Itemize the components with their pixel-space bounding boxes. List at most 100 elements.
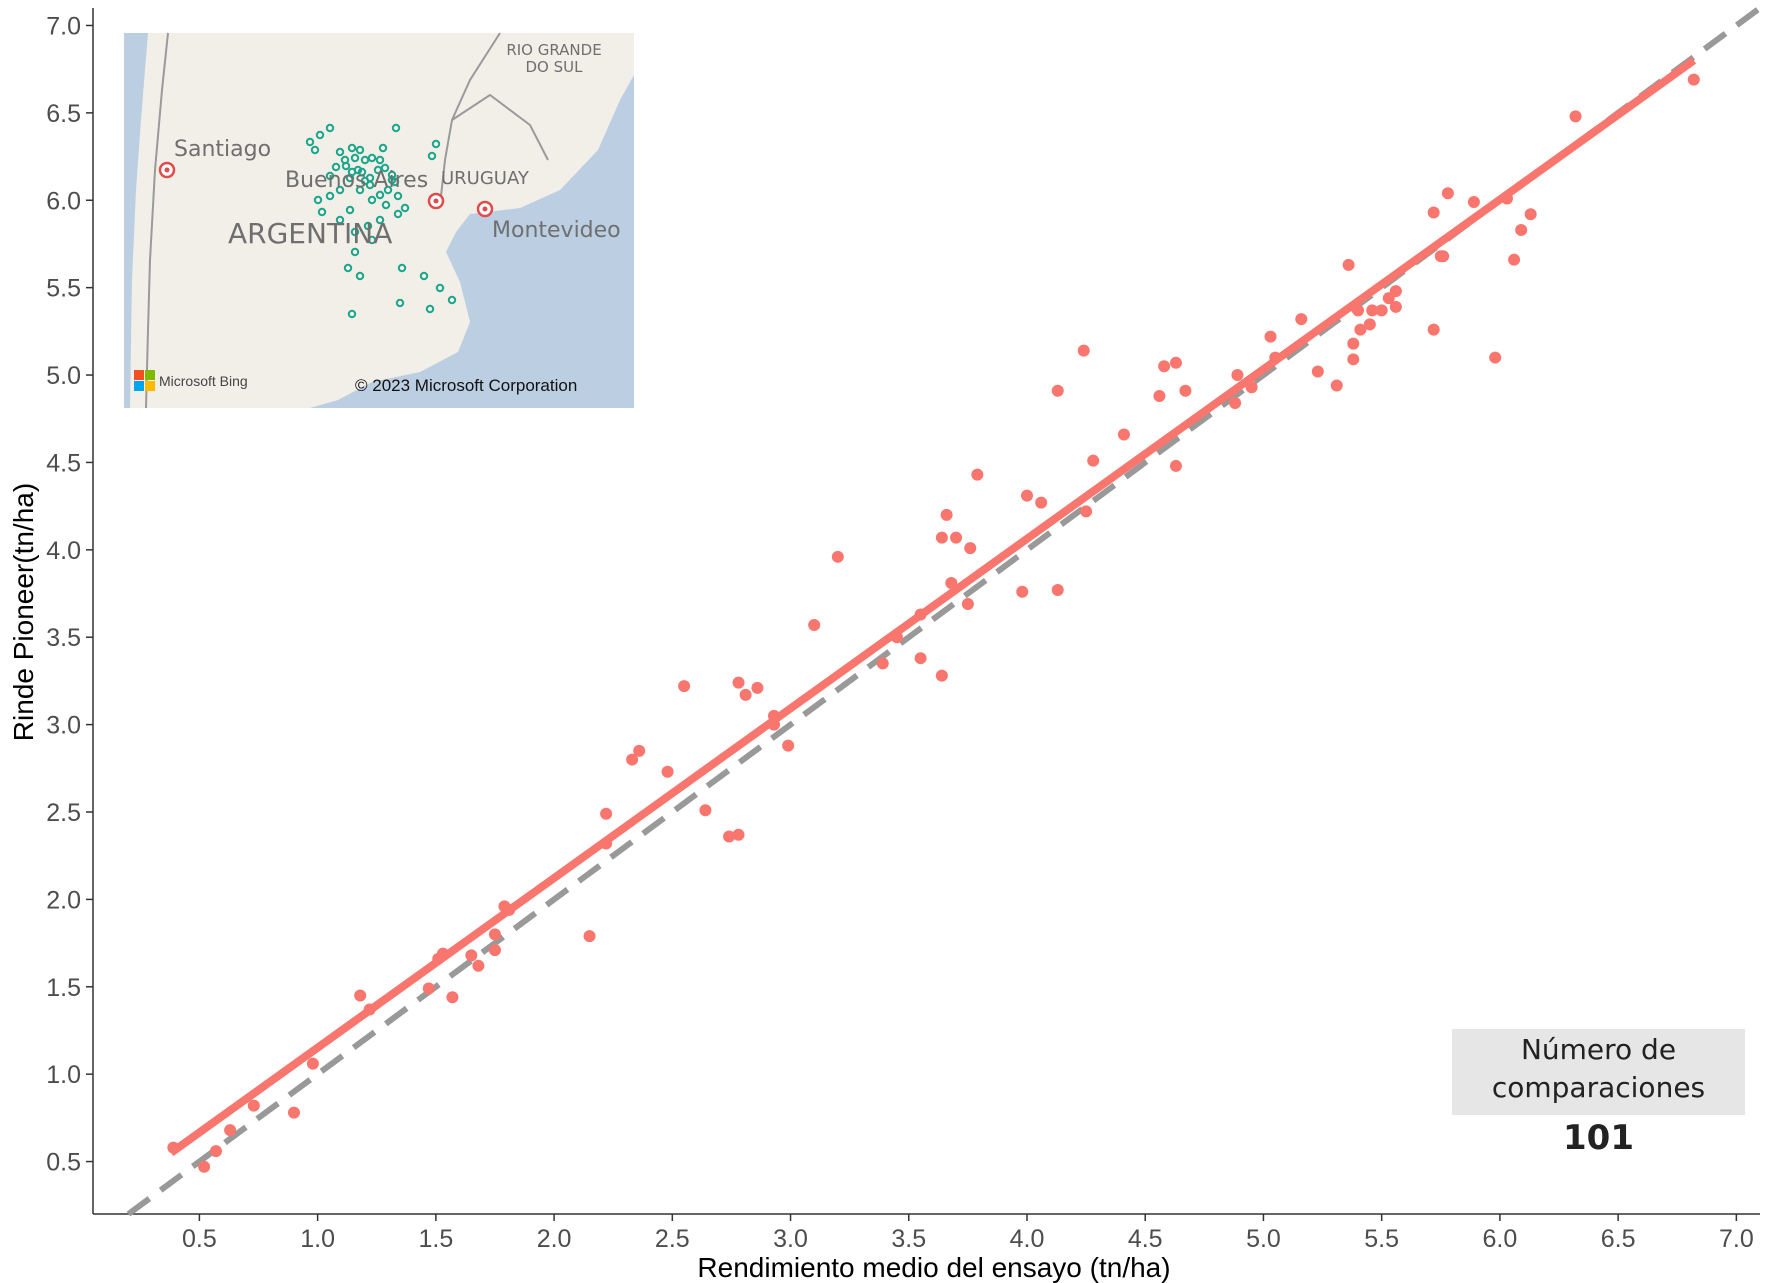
y-tick-label: 6.0: [46, 187, 81, 215]
x-tick-label: 3.0: [773, 1225, 808, 1253]
data-point: [1489, 351, 1502, 364]
map-location-marker: [427, 151, 437, 161]
data-point: [1169, 356, 1182, 369]
map-location-marker: [325, 123, 335, 133]
data-point: [782, 739, 795, 752]
map-location-marker: [400, 203, 410, 213]
data-point: [890, 631, 903, 644]
map-location-marker: [447, 295, 457, 305]
x-tick-label: 1.5: [418, 1225, 453, 1253]
data-point: [1229, 397, 1242, 410]
data-point: [1375, 304, 1388, 317]
data-point: [626, 753, 639, 766]
map-location-marker: [367, 153, 377, 163]
data-point: [1169, 459, 1182, 472]
data-point: [1389, 300, 1402, 313]
microsoft-logo-icon: [134, 370, 155, 391]
map-location-marker: [335, 147, 345, 157]
data-point: [1363, 318, 1376, 331]
map-location-marker: [375, 155, 385, 165]
map-location-marker: [375, 190, 385, 200]
map-location-marker: [347, 143, 357, 153]
data-point: [247, 1099, 260, 1112]
data-point: [914, 652, 927, 665]
map-location-marker: [365, 180, 375, 190]
data-point: [1354, 323, 1367, 336]
map-location-marker: [360, 176, 370, 186]
data-point: [1035, 496, 1048, 509]
data-point: [1366, 304, 1379, 317]
map-location-marker: [393, 191, 403, 201]
data-point: [699, 804, 712, 817]
y-tick-label: 4.0: [46, 537, 81, 565]
x-tick-label: 2.5: [655, 1225, 690, 1253]
map-location-marker: [380, 163, 390, 173]
data-point: [1347, 337, 1360, 350]
data-point: [723, 830, 736, 843]
data-point: [1347, 353, 1360, 366]
map-location-marker: [315, 130, 325, 140]
data-point: [831, 550, 844, 563]
data-point: [1389, 285, 1402, 298]
x-tick-label: 2.0: [537, 1225, 572, 1253]
map-location-marker: [378, 143, 388, 153]
map-location-marker: [355, 145, 365, 155]
y-tick-label: 3.0: [46, 712, 81, 740]
map-location-marker: [391, 123, 401, 133]
map-location-marker: [350, 247, 360, 257]
data-point: [751, 681, 764, 694]
tick-group: 0.5 1.0 1.5 2.0 2.5 3.0 3.5 4.0 4.5 5.0 5.5 6.0 6.5 7…: [46, 12, 1754, 1253]
data-point: [950, 531, 963, 544]
data-point: [583, 930, 596, 943]
data-point: [1437, 250, 1450, 263]
data-point: [422, 982, 435, 995]
data-point: [1687, 73, 1700, 86]
map-location-marker: [335, 185, 345, 195]
y-tick-label: 3.5: [46, 624, 81, 652]
map-location-marker: [331, 162, 341, 172]
data-point: [964, 542, 977, 555]
data-point: [1016, 585, 1029, 598]
data-point: [1352, 304, 1365, 317]
atlantic-ocean: [310, 33, 634, 408]
map-location-marker: [393, 209, 403, 219]
map-location-marker: [387, 170, 397, 180]
summary-label: Número de comparaciones: [1452, 1031, 1745, 1107]
x-tick-label: 5.5: [1364, 1225, 1399, 1253]
data-point: [472, 959, 485, 972]
data-point: [732, 676, 745, 689]
data-point: [1158, 360, 1171, 373]
summary-value: 101: [1563, 1118, 1634, 1158]
data-point: [354, 989, 367, 1002]
data-point: [1117, 428, 1130, 441]
map-location-marker: [310, 145, 320, 155]
data-point: [287, 1106, 300, 1119]
map-location-marker: [435, 283, 445, 293]
data-point: [935, 669, 948, 682]
map-location-marker: [425, 304, 435, 314]
map-copyright: © 2023 Microsoft Corporation: [355, 376, 577, 395]
data-point: [678, 680, 691, 693]
map-location-marker: [341, 161, 351, 171]
map-location-marker: [345, 205, 355, 215]
x-tick-label: 6.0: [1483, 1225, 1518, 1253]
data-point: [446, 991, 459, 1004]
data-point: [661, 765, 674, 778]
data-point: [1231, 369, 1244, 382]
data-point: [1269, 351, 1282, 364]
map-location-marker: [360, 155, 370, 165]
data-point: [940, 508, 953, 521]
city-marker-montevideo-dot: [482, 206, 488, 212]
line-group: [126, 5, 1762, 1217]
map-label-buenos-aires: Buenos Aires: [285, 168, 428, 193]
x-tick-label: 3.5: [891, 1225, 926, 1253]
data-point: [198, 1160, 211, 1173]
data-point: [935, 531, 948, 544]
map-brand-label: Microsoft Bing: [159, 373, 248, 389]
map-location-marker: [350, 153, 360, 163]
city-marker-buenos-aires-dot: [433, 198, 439, 204]
map-location-marker: [347, 309, 357, 319]
map-location-marker: [373, 165, 383, 175]
data-point: [465, 949, 478, 962]
